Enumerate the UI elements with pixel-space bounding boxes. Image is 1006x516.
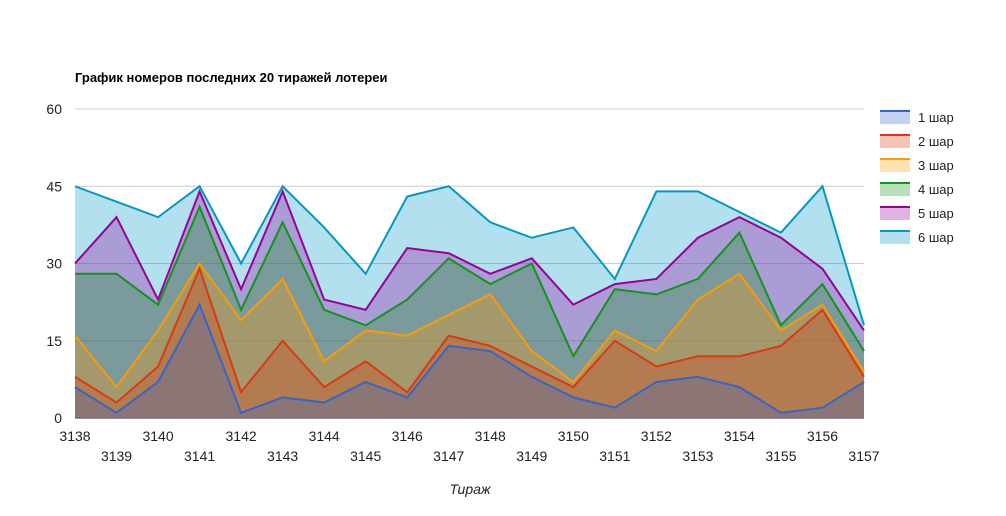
legend-label: 6 шар: [918, 230, 954, 245]
y-tick-label: 30: [46, 256, 62, 272]
x-tick-label: 3142: [226, 428, 257, 444]
x-tick-label: 3156: [807, 428, 838, 444]
legend: 1 шар 2 шар 3 шар 4 шар 5 шар 6 шар: [880, 110, 954, 245]
series-line-3: [74, 261, 865, 389]
y-axis-ticks: 0 15 30 45 60: [46, 101, 62, 426]
x-tick-label: 3139: [101, 448, 132, 464]
x-tick-label: 3150: [558, 428, 589, 444]
legend-label: 4 шар: [918, 182, 954, 197]
x-tick-label: 3143: [267, 448, 298, 464]
y-tick-label: 0: [54, 410, 62, 426]
x-tick-label: 3140: [142, 428, 173, 444]
x-tick-label: 3144: [309, 428, 340, 444]
legend-swatch: [880, 110, 910, 124]
x-axis-ticks: 3138 3139 3140 3141 3142 3143 3144 3145 3146 3147…: [59, 428, 879, 464]
y-tick-label: 45: [46, 178, 62, 194]
legend-swatch: [880, 158, 910, 172]
x-tick-label: 3145: [350, 448, 381, 464]
legend-item: 3 шар: [880, 158, 954, 173]
legend-label: 1 шар: [918, 110, 954, 125]
x-tick-label: 3138: [59, 428, 90, 444]
series-line-2: [74, 265, 865, 404]
chart-title: График номеров последних 20 тиражей лоте…: [75, 70, 388, 85]
x-tick-label: 3157: [848, 448, 879, 464]
x-tick-label: 3147: [433, 448, 464, 464]
legend-label: 3 шар: [918, 158, 954, 173]
x-tick-label: 3148: [475, 428, 506, 444]
legend-swatch: [880, 206, 910, 220]
legend-item: 2 шар: [880, 134, 954, 149]
series-line-1: [74, 302, 865, 415]
x-tick-label: 3155: [765, 448, 796, 464]
series-line-4: [75, 204, 865, 359]
x-tick-label: 3151: [599, 448, 630, 464]
x-tick-label: 3141: [184, 448, 215, 464]
legend-item: 1 шар: [880, 110, 954, 125]
series-lines: [74, 184, 865, 415]
x-tick-label: 3152: [641, 428, 672, 444]
x-tick-label: 3149: [516, 448, 547, 464]
series-line-6: [74, 184, 865, 326]
x-tick-label: 3146: [392, 428, 423, 444]
legend-item: 5 шар: [880, 206, 954, 221]
legend-label: 2 шар: [918, 134, 954, 149]
x-tick-label: 3154: [724, 428, 755, 444]
x-axis-label: Тираж: [449, 481, 491, 497]
legend-item: 6 шар: [880, 230, 954, 245]
legend-label: 5 шар: [918, 206, 954, 221]
y-tick-label: 15: [46, 333, 62, 349]
y-tick-label: 60: [46, 101, 62, 117]
legend-swatch: [880, 182, 910, 196]
area-1: [75, 304, 864, 418]
legend-swatch: [880, 134, 910, 148]
legend-swatch: [880, 230, 910, 244]
series-line-5: [74, 188, 865, 332]
area-4: [75, 206, 864, 418]
legend-item: 4 шар: [880, 182, 954, 197]
x-tick-label: 3153: [682, 448, 713, 464]
